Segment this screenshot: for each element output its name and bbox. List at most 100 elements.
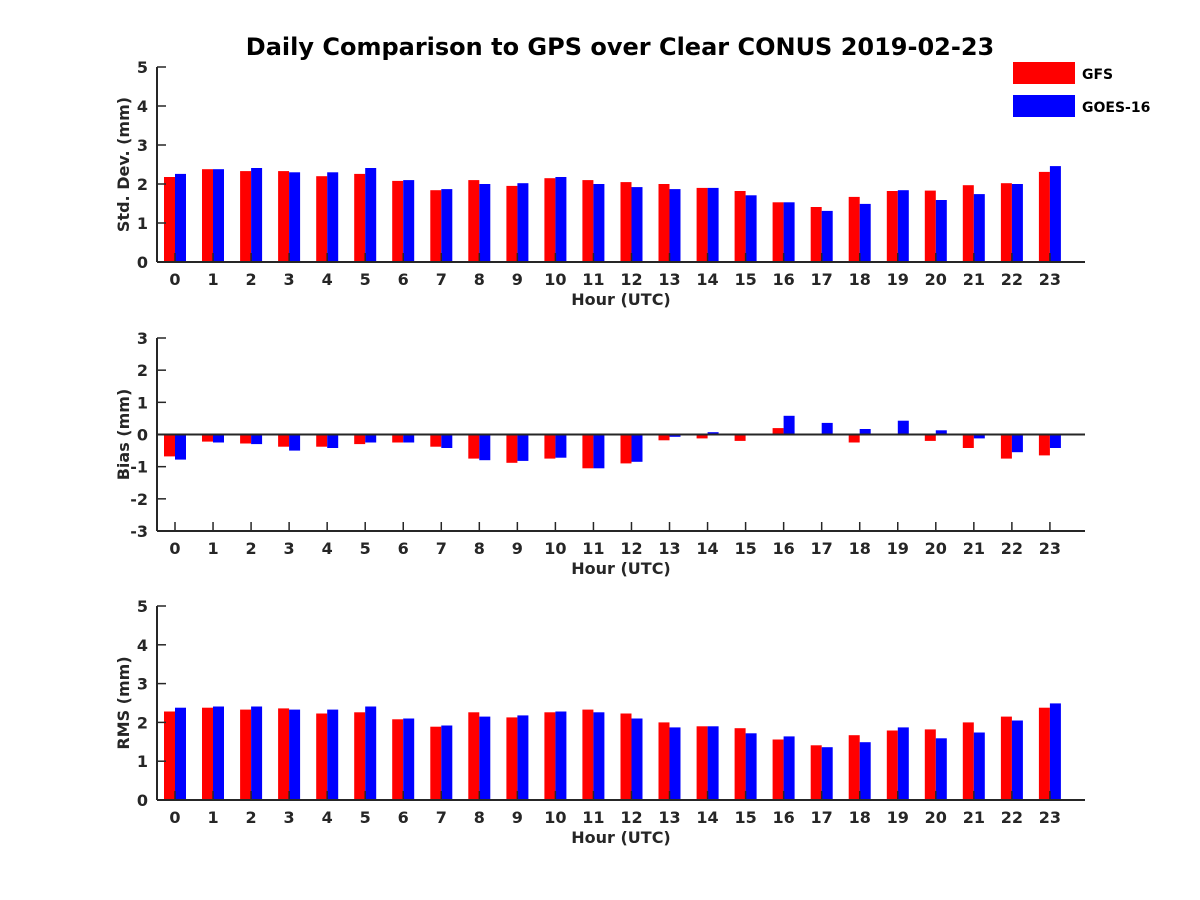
bar-rms-goes16-22 — [1011, 720, 1023, 800]
x-tick-label-bias: 14 — [696, 539, 718, 558]
bar-std-dev-goes16-13 — [669, 189, 681, 262]
bar-rms-goes16-14 — [707, 726, 719, 800]
bar-std-dev-goes16-3 — [289, 172, 301, 262]
x-axis-label-std-dev: Hour (UTC) — [571, 290, 671, 309]
bar-bias-goes16-1 — [213, 434, 224, 443]
bar-bias-gfs-3 — [278, 434, 290, 447]
bar-rms-gfs-22 — [1000, 716, 1012, 800]
y-tick-label-rms: 5 — [137, 597, 148, 616]
legend-label-gfs: GFS — [1082, 67, 1113, 83]
bar-std-dev-gfs-3 — [278, 171, 290, 262]
bar-rms-goes16-2 — [251, 706, 263, 800]
bar-std-dev-goes16-16 — [783, 202, 795, 262]
x-tick-label-bias: 6 — [398, 539, 409, 558]
bar-std-dev-gfs-21 — [962, 185, 974, 262]
y-tick-label-bias: 1 — [137, 393, 148, 412]
y-tick-label-rms: 1 — [137, 752, 148, 771]
x-tick-label-rms: 4 — [322, 808, 333, 827]
bar-bias-gfs-15 — [734, 434, 746, 441]
x-tick-label-bias: 23 — [1039, 539, 1061, 558]
x-tick-label-bias: 19 — [887, 539, 909, 558]
x-tick-label-std-dev: 14 — [696, 270, 718, 289]
x-tick-label-std-dev: 7 — [436, 270, 447, 289]
bar-bias-goes16-18 — [859, 429, 871, 435]
y-tick-label-rms: 0 — [137, 791, 148, 810]
bar-std-dev-goes16-4 — [327, 172, 339, 262]
bar-bias-gfs-18 — [848, 434, 860, 443]
bar-rms-gfs-18 — [848, 735, 860, 800]
bar-rms-gfs-11 — [582, 709, 594, 800]
x-tick-label-bias: 15 — [734, 539, 756, 558]
x-tick-label-std-dev: 8 — [474, 270, 485, 289]
y-tick-label-std-dev: 2 — [137, 175, 148, 194]
y-tick-label-std-dev: 3 — [137, 136, 148, 155]
bar-std-dev-goes16-2 — [251, 168, 263, 262]
bar-std-dev-goes16-21 — [973, 194, 985, 262]
bar-rms-goes16-19 — [897, 727, 909, 800]
bar-rms-goes16-18 — [859, 742, 871, 800]
y-tick-label-std-dev: 4 — [137, 97, 148, 116]
x-tick-label-rms: 12 — [620, 808, 642, 827]
bar-rms-gfs-2 — [240, 709, 252, 800]
x-tick-label-bias: 3 — [284, 539, 295, 558]
x-tick-label-rms: 2 — [246, 808, 257, 827]
x-tick-label-bias: 9 — [512, 539, 523, 558]
bar-bias-gfs-14 — [696, 434, 708, 439]
bar-std-dev-goes16-5 — [365, 168, 377, 262]
bar-std-dev-gfs-11 — [582, 180, 594, 262]
bar-rms-gfs-19 — [886, 730, 898, 800]
bar-rms-gfs-17 — [810, 745, 822, 800]
bar-rms-gfs-1 — [202, 707, 213, 800]
x-tick-label-std-dev: 5 — [360, 270, 371, 289]
bar-std-dev-gfs-5 — [354, 173, 366, 262]
bar-std-dev-gfs-4 — [316, 176, 328, 262]
bar-bias-goes16-11 — [593, 434, 605, 469]
bar-bias-gfs-4 — [316, 434, 328, 447]
x-tick-label-bias: 1 — [207, 539, 218, 558]
y-tick-label-bias: -2 — [130, 490, 148, 509]
bar-rms-goes16-8 — [479, 716, 491, 800]
bar-bias-goes16-20 — [935, 430, 947, 435]
bar-std-dev-goes16-12 — [631, 187, 643, 262]
bar-bias-goes16-6 — [403, 434, 415, 443]
x-tick-label-rms: 20 — [925, 808, 947, 827]
bar-std-dev-goes16-7 — [441, 189, 453, 262]
bar-rms-goes16-20 — [935, 738, 947, 800]
bar-rms-goes16-12 — [631, 718, 643, 800]
bar-bias-gfs-23 — [1038, 434, 1050, 456]
bar-rms-gfs-9 — [506, 717, 518, 800]
bar-std-dev-goes16-19 — [897, 190, 909, 262]
bar-std-dev-goes16-15 — [745, 195, 757, 262]
y-tick-label-rms: 3 — [137, 675, 148, 694]
x-tick-label-std-dev: 16 — [773, 270, 795, 289]
legend-label-goes16: GOES-16 — [1082, 100, 1150, 116]
bar-rms-goes16-5 — [365, 706, 377, 800]
x-tick-label-std-dev: 3 — [284, 270, 295, 289]
bar-rms-goes16-23 — [1049, 703, 1061, 800]
bar-bias-goes16-5 — [365, 434, 377, 443]
x-tick-label-rms: 19 — [887, 808, 909, 827]
bar-rms-goes16-4 — [327, 709, 339, 800]
x-tick-label-bias: 22 — [1001, 539, 1023, 558]
bar-std-dev-gfs-1 — [202, 169, 213, 262]
x-tick-label-bias: 16 — [773, 539, 795, 558]
bar-std-dev-goes16-10 — [555, 177, 567, 262]
x-tick-label-bias: 21 — [963, 539, 985, 558]
x-tick-label-bias: 2 — [246, 539, 257, 558]
x-tick-label-rms: 1 — [207, 808, 218, 827]
bar-rms-gfs-10 — [544, 712, 556, 800]
bar-bias-goes16-23 — [1049, 434, 1061, 448]
bar-bias-gfs-7 — [430, 434, 442, 447]
bar-std-dev-gfs-0 — [164, 177, 175, 262]
x-tick-label-rms: 9 — [512, 808, 523, 827]
bar-bias-goes16-4 — [327, 434, 339, 448]
x-tick-label-rms: 22 — [1001, 808, 1023, 827]
bar-rms-gfs-16 — [772, 739, 784, 800]
chart-title: Daily Comparison to GPS over Clear CONUS… — [246, 33, 994, 61]
x-tick-label-std-dev: 17 — [811, 270, 833, 289]
bar-rms-goes16-11 — [593, 712, 605, 800]
x-tick-label-rms: 3 — [284, 808, 295, 827]
bar-std-dev-gfs-9 — [506, 185, 518, 262]
x-tick-label-rms: 17 — [811, 808, 833, 827]
